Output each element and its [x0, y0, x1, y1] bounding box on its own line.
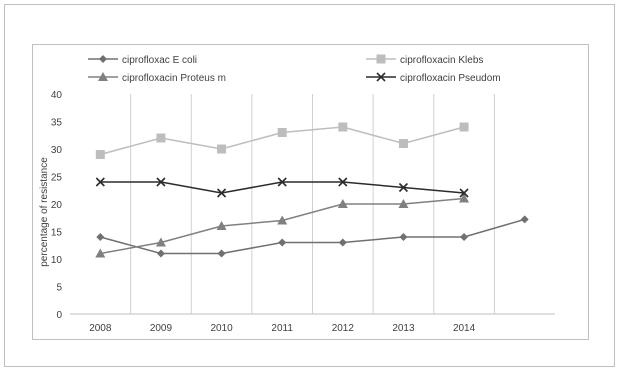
legend-label: ciprofloxacin Pseudom	[400, 73, 501, 84]
data-point	[459, 188, 469, 198]
grid-lines	[70, 94, 555, 315]
data-point	[337, 199, 348, 208]
series-1	[95, 122, 469, 159]
data-point	[156, 177, 166, 187]
legend: ciprofloxac E coli ciprofloxacin Klebs cip…	[88, 54, 501, 84]
legend-marker	[376, 72, 386, 82]
x-tick-label: 2010	[210, 323, 233, 334]
data-point	[96, 233, 105, 241]
x-tick-label: 2012	[332, 323, 355, 334]
x-tick-label: 2008	[89, 323, 112, 334]
legend-label: ciprofloxacin Klebs	[400, 55, 483, 66]
data-point	[216, 188, 227, 198]
y-tick-label: 0	[56, 310, 62, 321]
chart-area-border	[32, 44, 589, 340]
data-point	[277, 215, 288, 225]
series-line	[100, 181, 465, 194]
y-tick-label: 15	[51, 228, 63, 239]
x-tick-label: 2014	[453, 323, 476, 334]
series-3	[95, 177, 469, 198]
data-point	[277, 177, 287, 187]
y-axis-title: percentage of resistance	[39, 157, 50, 267]
data-point	[95, 248, 106, 258]
data-point	[398, 182, 409, 193]
data-point	[459, 193, 470, 203]
data-point	[520, 215, 529, 224]
x-tick-label: 2009	[150, 323, 173, 334]
y-tick-label: 5	[56, 283, 62, 294]
data-point	[338, 122, 348, 132]
y-tick-label: 30	[51, 145, 63, 156]
series-layer	[95, 122, 529, 258]
data-point	[460, 233, 469, 241]
legend-entry: ciprofloxacin Proteus m	[88, 72, 226, 84]
y-tick-label: 35	[51, 118, 63, 129]
series-line	[100, 218, 525, 255]
x-axis-ticks: 2008 2009 2010 2011 2012 2013 2014	[89, 323, 475, 334]
series-0	[96, 215, 529, 258]
legend-entry: ciprofloxacin Klebs	[366, 54, 483, 66]
data-point	[156, 249, 165, 258]
data-point	[338, 238, 347, 247]
x-tick-label: 2011	[271, 323, 293, 334]
data-point	[398, 139, 408, 148]
legend-label: ciprofloxacin Proteus m	[122, 73, 226, 84]
y-tick-label: 10	[51, 255, 63, 266]
y-axis-ticks: 0 5 10 15 20 25 30 35 40	[51, 90, 63, 321]
data-point	[398, 199, 409, 208]
legend-entry: ciprofloxacin Pseudom	[366, 72, 501, 84]
series-2	[95, 193, 470, 258]
data-point	[156, 133, 166, 143]
legend-marker	[376, 54, 386, 64]
y-tick-label: 40	[51, 90, 63, 101]
data-point	[155, 237, 166, 247]
data-point	[95, 150, 105, 159]
data-point	[399, 233, 408, 241]
data-point	[217, 249, 226, 258]
data-point	[338, 177, 348, 187]
x-tick-label: 2013	[392, 323, 415, 334]
legend-label: ciprofloxac E coli	[122, 55, 197, 66]
data-point	[95, 177, 105, 187]
data-point	[217, 144, 227, 154]
data-point	[278, 238, 287, 247]
data-point	[216, 221, 227, 230]
legend-marker	[99, 55, 107, 63]
data-point	[277, 128, 287, 137]
data-point	[459, 122, 469, 132]
y-tick-label: 20	[51, 200, 63, 211]
y-tick-label: 25	[51, 173, 63, 184]
legend-entry: ciprofloxac E coli	[88, 55, 197, 66]
chart-frame	[4, 4, 615, 367]
legend-marker	[98, 72, 108, 81]
